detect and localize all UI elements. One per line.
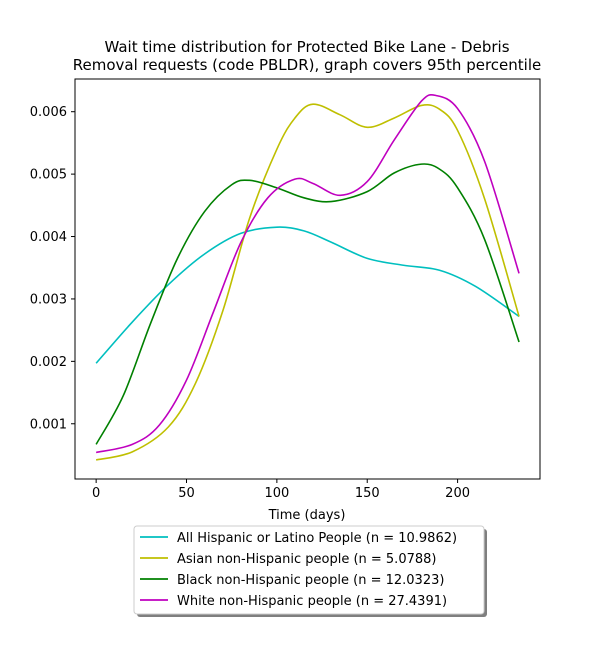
- y-tick-label: 0.001: [30, 417, 67, 432]
- series-line-3: [95, 163, 520, 445]
- x-axis-label: Time (days): [268, 508, 346, 523]
- x-tick-label: 200: [445, 486, 470, 501]
- y-tick-label: 0.002: [30, 355, 67, 370]
- series-line-4: [95, 93, 520, 454]
- plot-frame: [74, 78, 541, 480]
- x-tick-label: 100: [264, 486, 289, 501]
- x-tick-label: 150: [355, 486, 380, 501]
- plot-lines: [95, 93, 520, 461]
- y-tick-label: 0.006: [30, 105, 67, 120]
- chart-title-line-1: Wait time distribution for Protected Bik…: [104, 38, 509, 56]
- legend-label-2: Asian non-Hispanic people (n = 5.0788): [177, 552, 436, 567]
- chart-title-line-2: Removal requests (code PBLDR), graph cov…: [73, 56, 541, 74]
- series-line-1: [95, 226, 520, 364]
- legend-label-4: White non-Hispanic people (n = 27.4391): [177, 594, 447, 609]
- series-line-2: [95, 103, 520, 461]
- y-tick-label: 0.005: [30, 168, 67, 183]
- x-tick-label: 0: [92, 486, 100, 501]
- legend-label-1: All Hispanic or Latino People (n = 10.98…: [177, 531, 457, 546]
- x-axis: 0 50 100 150 200: [92, 479, 470, 501]
- legend: All Hispanic or Latino People (n = 10.98…: [133, 525, 487, 617]
- y-axis: 0.001 0.002 0.003 0.004 0.005 0.006: [30, 105, 75, 432]
- x-tick-label: 50: [178, 486, 195, 501]
- legend-box: [133, 525, 485, 615]
- y-tick-label: 0.004: [30, 230, 67, 245]
- y-tick-label: 0.003: [30, 292, 67, 307]
- legend-label-3: Black non-Hispanic people (n = 12.0323): [177, 573, 444, 588]
